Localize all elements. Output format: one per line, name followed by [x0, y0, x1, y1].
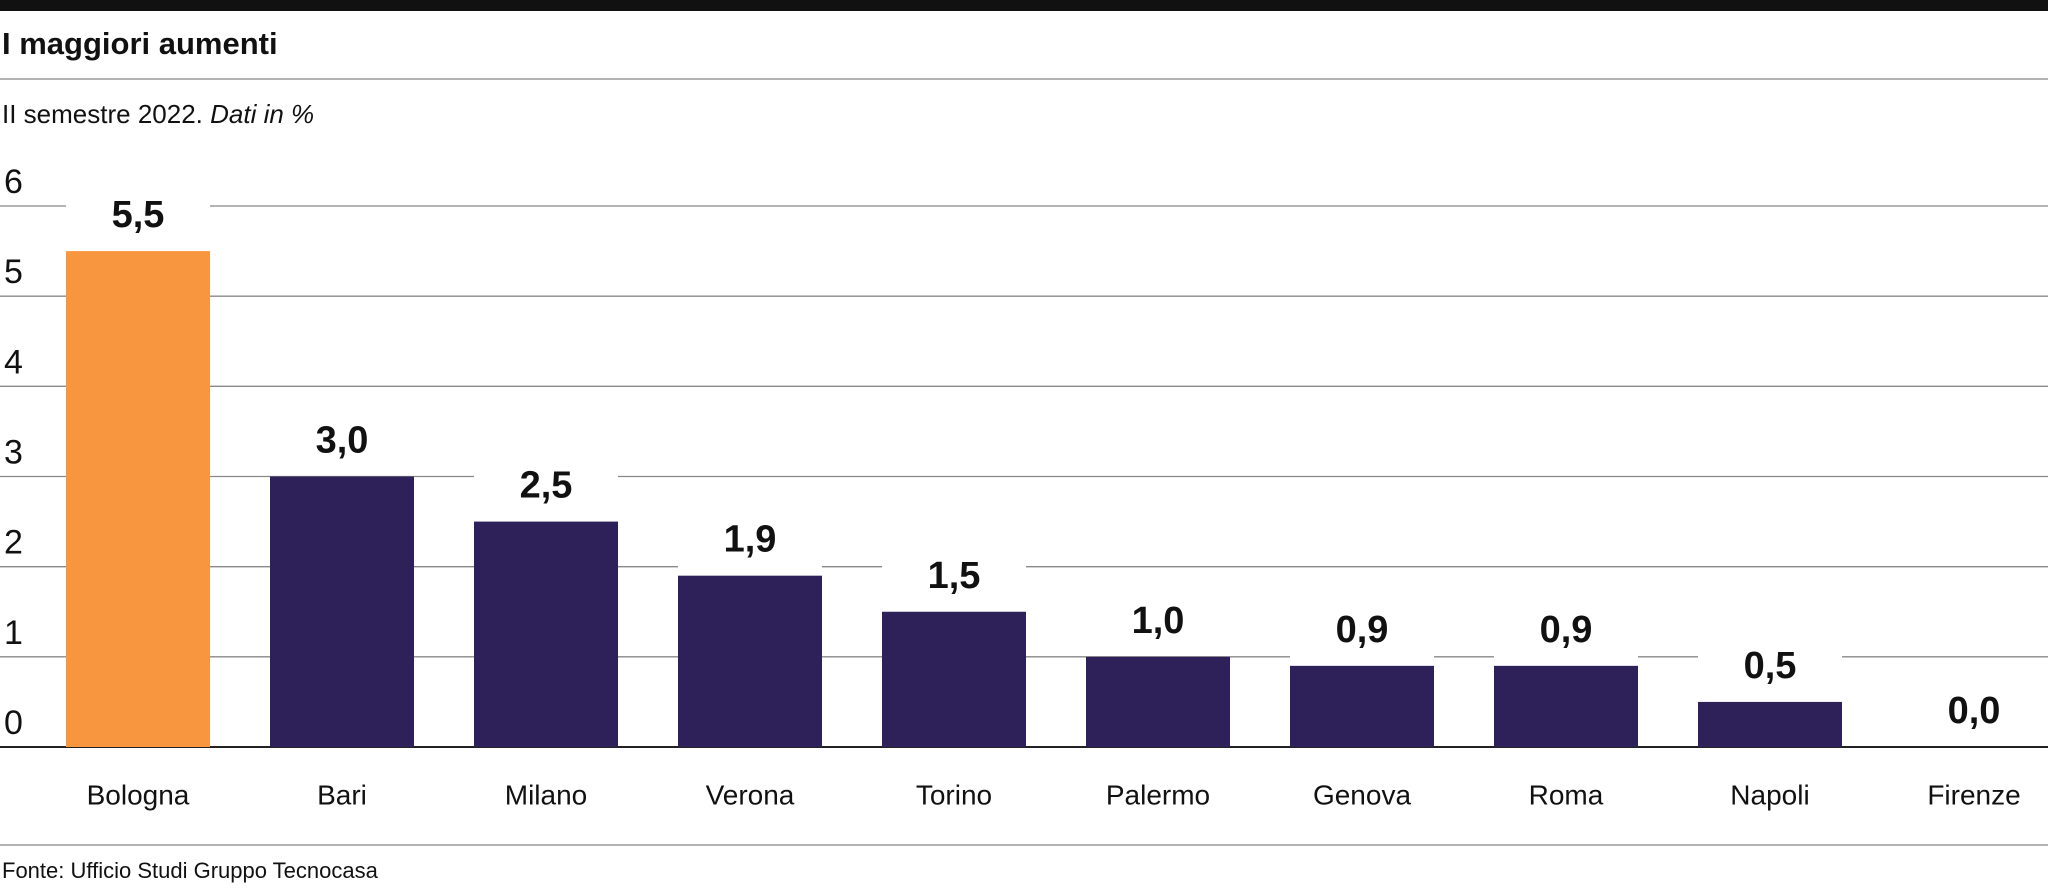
- bar: [1290, 665, 1434, 747]
- bar: [474, 521, 618, 747]
- y-tick-label: 1: [4, 614, 23, 652]
- value-label: 3,0: [316, 420, 369, 462]
- bar: [1086, 656, 1230, 747]
- x-tick-label: Genova: [1313, 779, 1411, 810]
- value-label-bg: [1290, 603, 1434, 660]
- x-tick-label: Torino: [916, 779, 992, 810]
- value-label: 1,0: [1132, 600, 1185, 642]
- bar: [882, 611, 1026, 747]
- value-label: 1,9: [724, 519, 777, 561]
- x-tick-label: Milano: [505, 779, 587, 810]
- value-label: 0,9: [1336, 609, 1389, 651]
- bar: [270, 476, 414, 747]
- value-label: 0,9: [1540, 609, 1593, 651]
- value-label: 0,0: [1948, 690, 2001, 732]
- y-tick-label: 0: [4, 704, 23, 742]
- x-tick-label: Firenze: [1927, 779, 2020, 810]
- chart-title: I maggiori aumenti: [2, 26, 278, 61]
- value-label-bg: [1902, 685, 2046, 741]
- value-label-bg: [1698, 639, 1842, 696]
- value-label-bg: [474, 459, 618, 516]
- value-label-bg: [66, 189, 210, 246]
- y-tick-label: 3: [4, 433, 23, 471]
- y-tick-label: 2: [4, 524, 23, 562]
- top-bar: [0, 0, 2048, 11]
- bar: [678, 575, 822, 747]
- bar: [1698, 701, 1842, 747]
- source: Fonte: Ufficio Studi Gruppo Tecnocasa: [2, 858, 379, 883]
- x-tick-label: Palermo: [1106, 779, 1210, 810]
- value-label-bg: [1086, 594, 1230, 651]
- y-tick-label: 4: [4, 343, 23, 381]
- subtitle-text: II semestre 2022.: [2, 99, 203, 129]
- value-label: 1,5: [928, 555, 981, 597]
- value-label-bg: [678, 513, 822, 570]
- value-label-bg: [1494, 603, 1638, 660]
- value-label-bg: [270, 414, 414, 471]
- subtitle-note: Dati in %: [210, 99, 314, 129]
- value-label: 5,5: [112, 194, 165, 236]
- bar: [1494, 665, 1638, 747]
- x-tick-label: Napoli: [1730, 779, 1809, 810]
- subtitle: II semestre 2022. Dati in %: [2, 99, 314, 129]
- value-label-bg: [882, 549, 1026, 606]
- value-label: 2,5: [520, 465, 573, 507]
- x-tick-label: Bari: [317, 779, 367, 810]
- value-label: 0,5: [1744, 645, 1797, 687]
- y-tick-label: 5: [4, 253, 23, 291]
- x-tick-label: Bologna: [87, 779, 190, 810]
- x-tick-label: Roma: [1529, 779, 1604, 810]
- y-tick-label: 6: [4, 163, 23, 201]
- x-tick-label: Verona: [706, 779, 795, 810]
- bar: [66, 251, 210, 748]
